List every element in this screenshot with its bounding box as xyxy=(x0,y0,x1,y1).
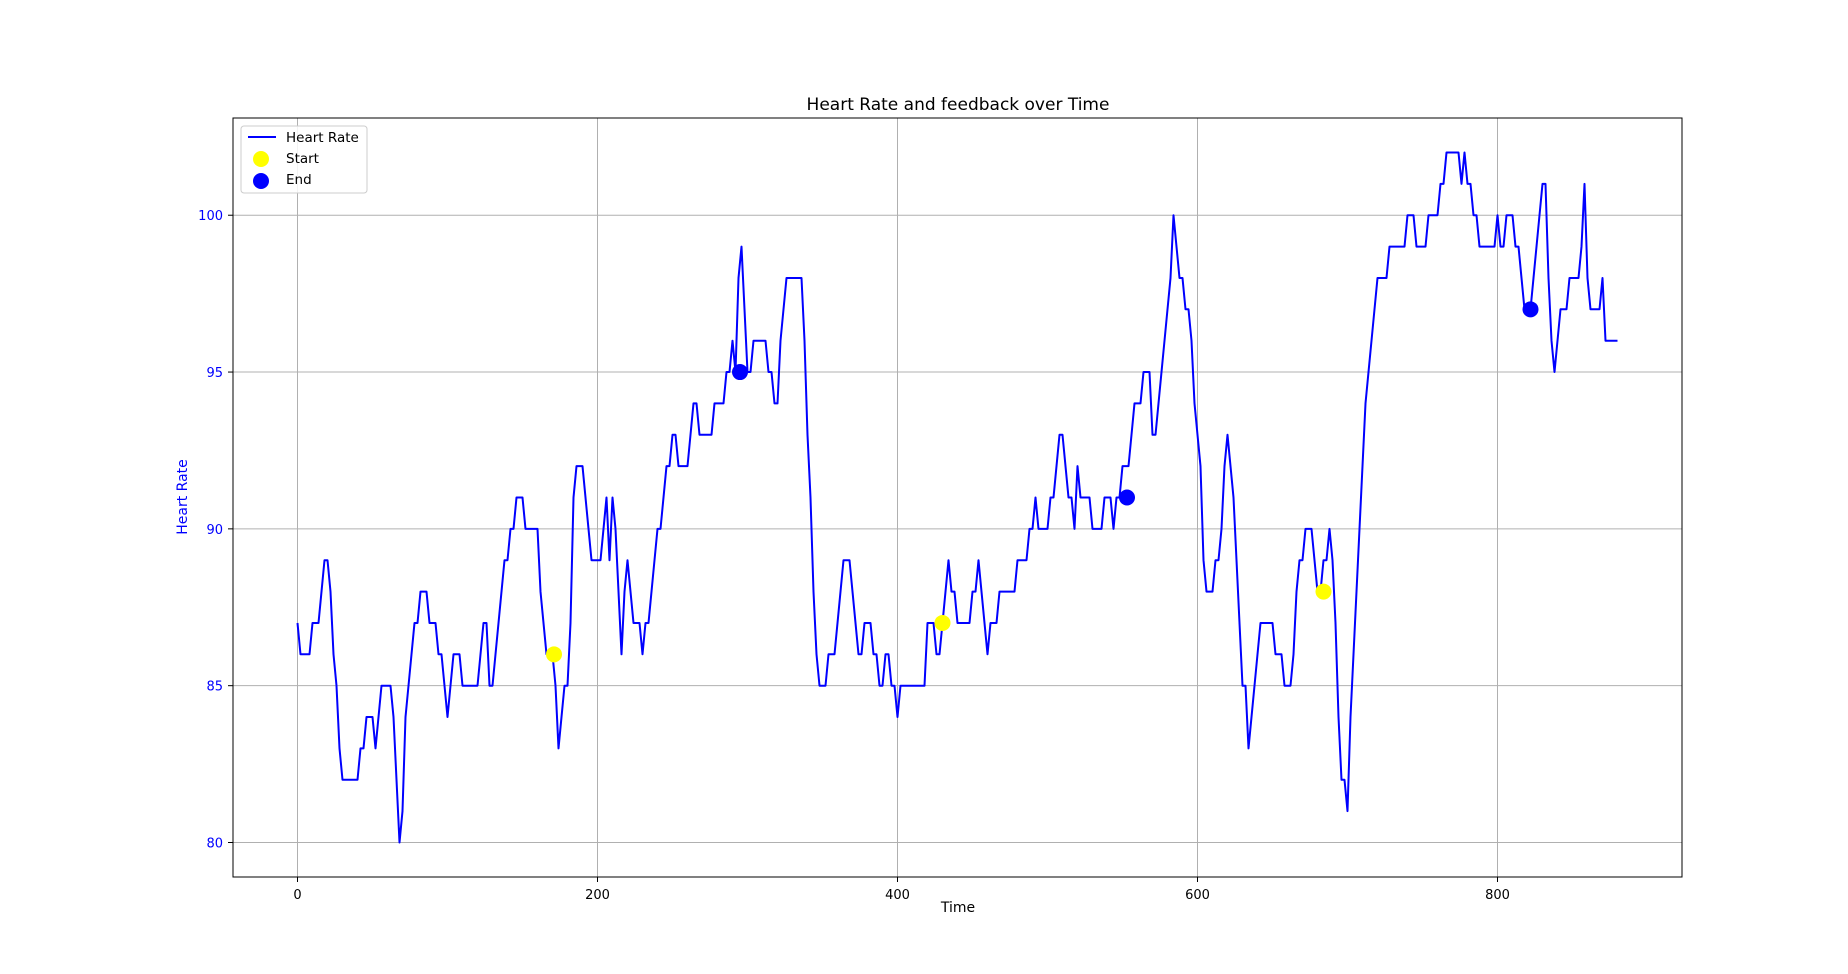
x-tick-label: 600 xyxy=(1185,888,1210,903)
grid-lines xyxy=(233,118,1682,877)
axis-ticks: 0 200 400 600 800 80 85 90 95 100 xyxy=(198,209,1510,903)
end-marker xyxy=(1522,301,1539,318)
x-axis-label: Time xyxy=(940,900,975,916)
heart-rate-line xyxy=(296,151,1618,844)
end-marker xyxy=(732,364,748,381)
start-marker xyxy=(934,614,951,631)
legend-end-marker xyxy=(253,173,269,189)
y-tick-label: 95 xyxy=(206,366,223,381)
x-tick-label: 800 xyxy=(1485,888,1510,903)
legend-label-start: Start xyxy=(286,151,319,167)
x-tick-label: 200 xyxy=(585,888,610,903)
y-tick-label: 80 xyxy=(206,837,223,852)
chart-title: Heart Rate and feedback over Time xyxy=(807,95,1110,115)
start-marker xyxy=(546,646,562,663)
legend: Heart Rate Start End xyxy=(240,125,368,194)
legend-label-heart-rate: Heart Rate xyxy=(286,130,359,146)
legend-box xyxy=(240,125,368,194)
legend-start-marker xyxy=(253,151,269,167)
x-tick-label: 400 xyxy=(885,888,910,903)
y-tick-label: 85 xyxy=(206,680,223,695)
plot-area-frame xyxy=(232,117,1683,878)
end-marker xyxy=(1119,489,1135,506)
x-tick-label: 0 xyxy=(293,888,301,903)
legend-label-end: End xyxy=(286,172,312,188)
y-tick-label: 100 xyxy=(198,209,223,224)
plot-series xyxy=(296,151,1618,844)
y-tick-label: 90 xyxy=(206,523,223,538)
start-marker xyxy=(1315,583,1332,600)
y-axis-label: Heart Rate xyxy=(175,459,191,535)
